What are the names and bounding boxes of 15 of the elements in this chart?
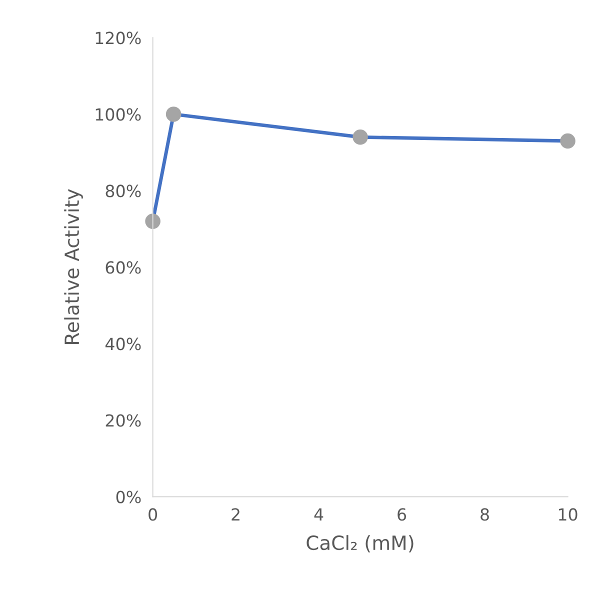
y-axis-title: Relative Activity <box>64 189 83 344</box>
y-tick-label: 60% <box>106 261 141 274</box>
y-tick-label: 80% <box>106 184 141 198</box>
x-tick-label: 2 <box>232 508 240 521</box>
x-tick-label: 4 <box>314 508 324 521</box>
y-tick-label: 120% <box>96 32 141 44</box>
y-tick-label: 0% <box>116 490 141 504</box>
x-tick-label: 6 <box>398 508 406 521</box>
x-tick-label: 10 <box>558 508 578 521</box>
x-tick-label: 8 <box>480 508 489 521</box>
y-tick-label: 100% <box>96 108 141 121</box>
y-tick-label: 20% <box>106 414 141 427</box>
x-axis-title: CaCl₂ (mM) <box>306 535 414 552</box>
x-tick-label: 0 <box>148 508 158 521</box>
y-tick-label: 40% <box>105 338 141 350</box>
